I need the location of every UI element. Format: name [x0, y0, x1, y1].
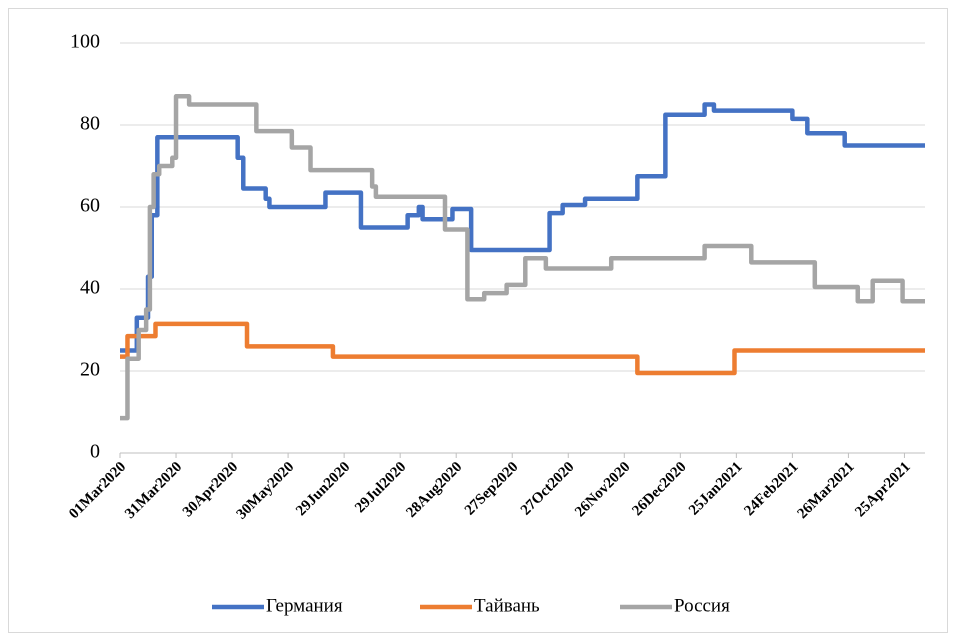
series-line [120, 102, 925, 353]
series-line [120, 94, 925, 421]
y-tick-label: 80 [80, 113, 100, 135]
y-tick-label: 0 [90, 441, 100, 463]
y-tick-label: 60 [80, 195, 100, 217]
y-tick-label: 20 [80, 359, 100, 381]
y-tick-label: 40 [80, 277, 100, 299]
chart-border [8, 8, 948, 633]
legend-label: Тайвань [474, 595, 540, 616]
legend-label: Россия [674, 595, 730, 616]
series-line [120, 321, 925, 376]
y-tick-label: 100 [70, 31, 100, 53]
legend-label: Германия [266, 595, 343, 616]
